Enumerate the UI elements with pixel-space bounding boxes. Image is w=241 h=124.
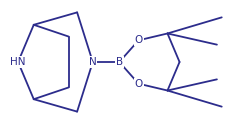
- Text: HN: HN: [10, 57, 26, 67]
- Text: N: N: [89, 57, 97, 67]
- Text: O: O: [134, 35, 143, 45]
- Text: B: B: [116, 57, 123, 67]
- Text: O: O: [134, 79, 143, 89]
